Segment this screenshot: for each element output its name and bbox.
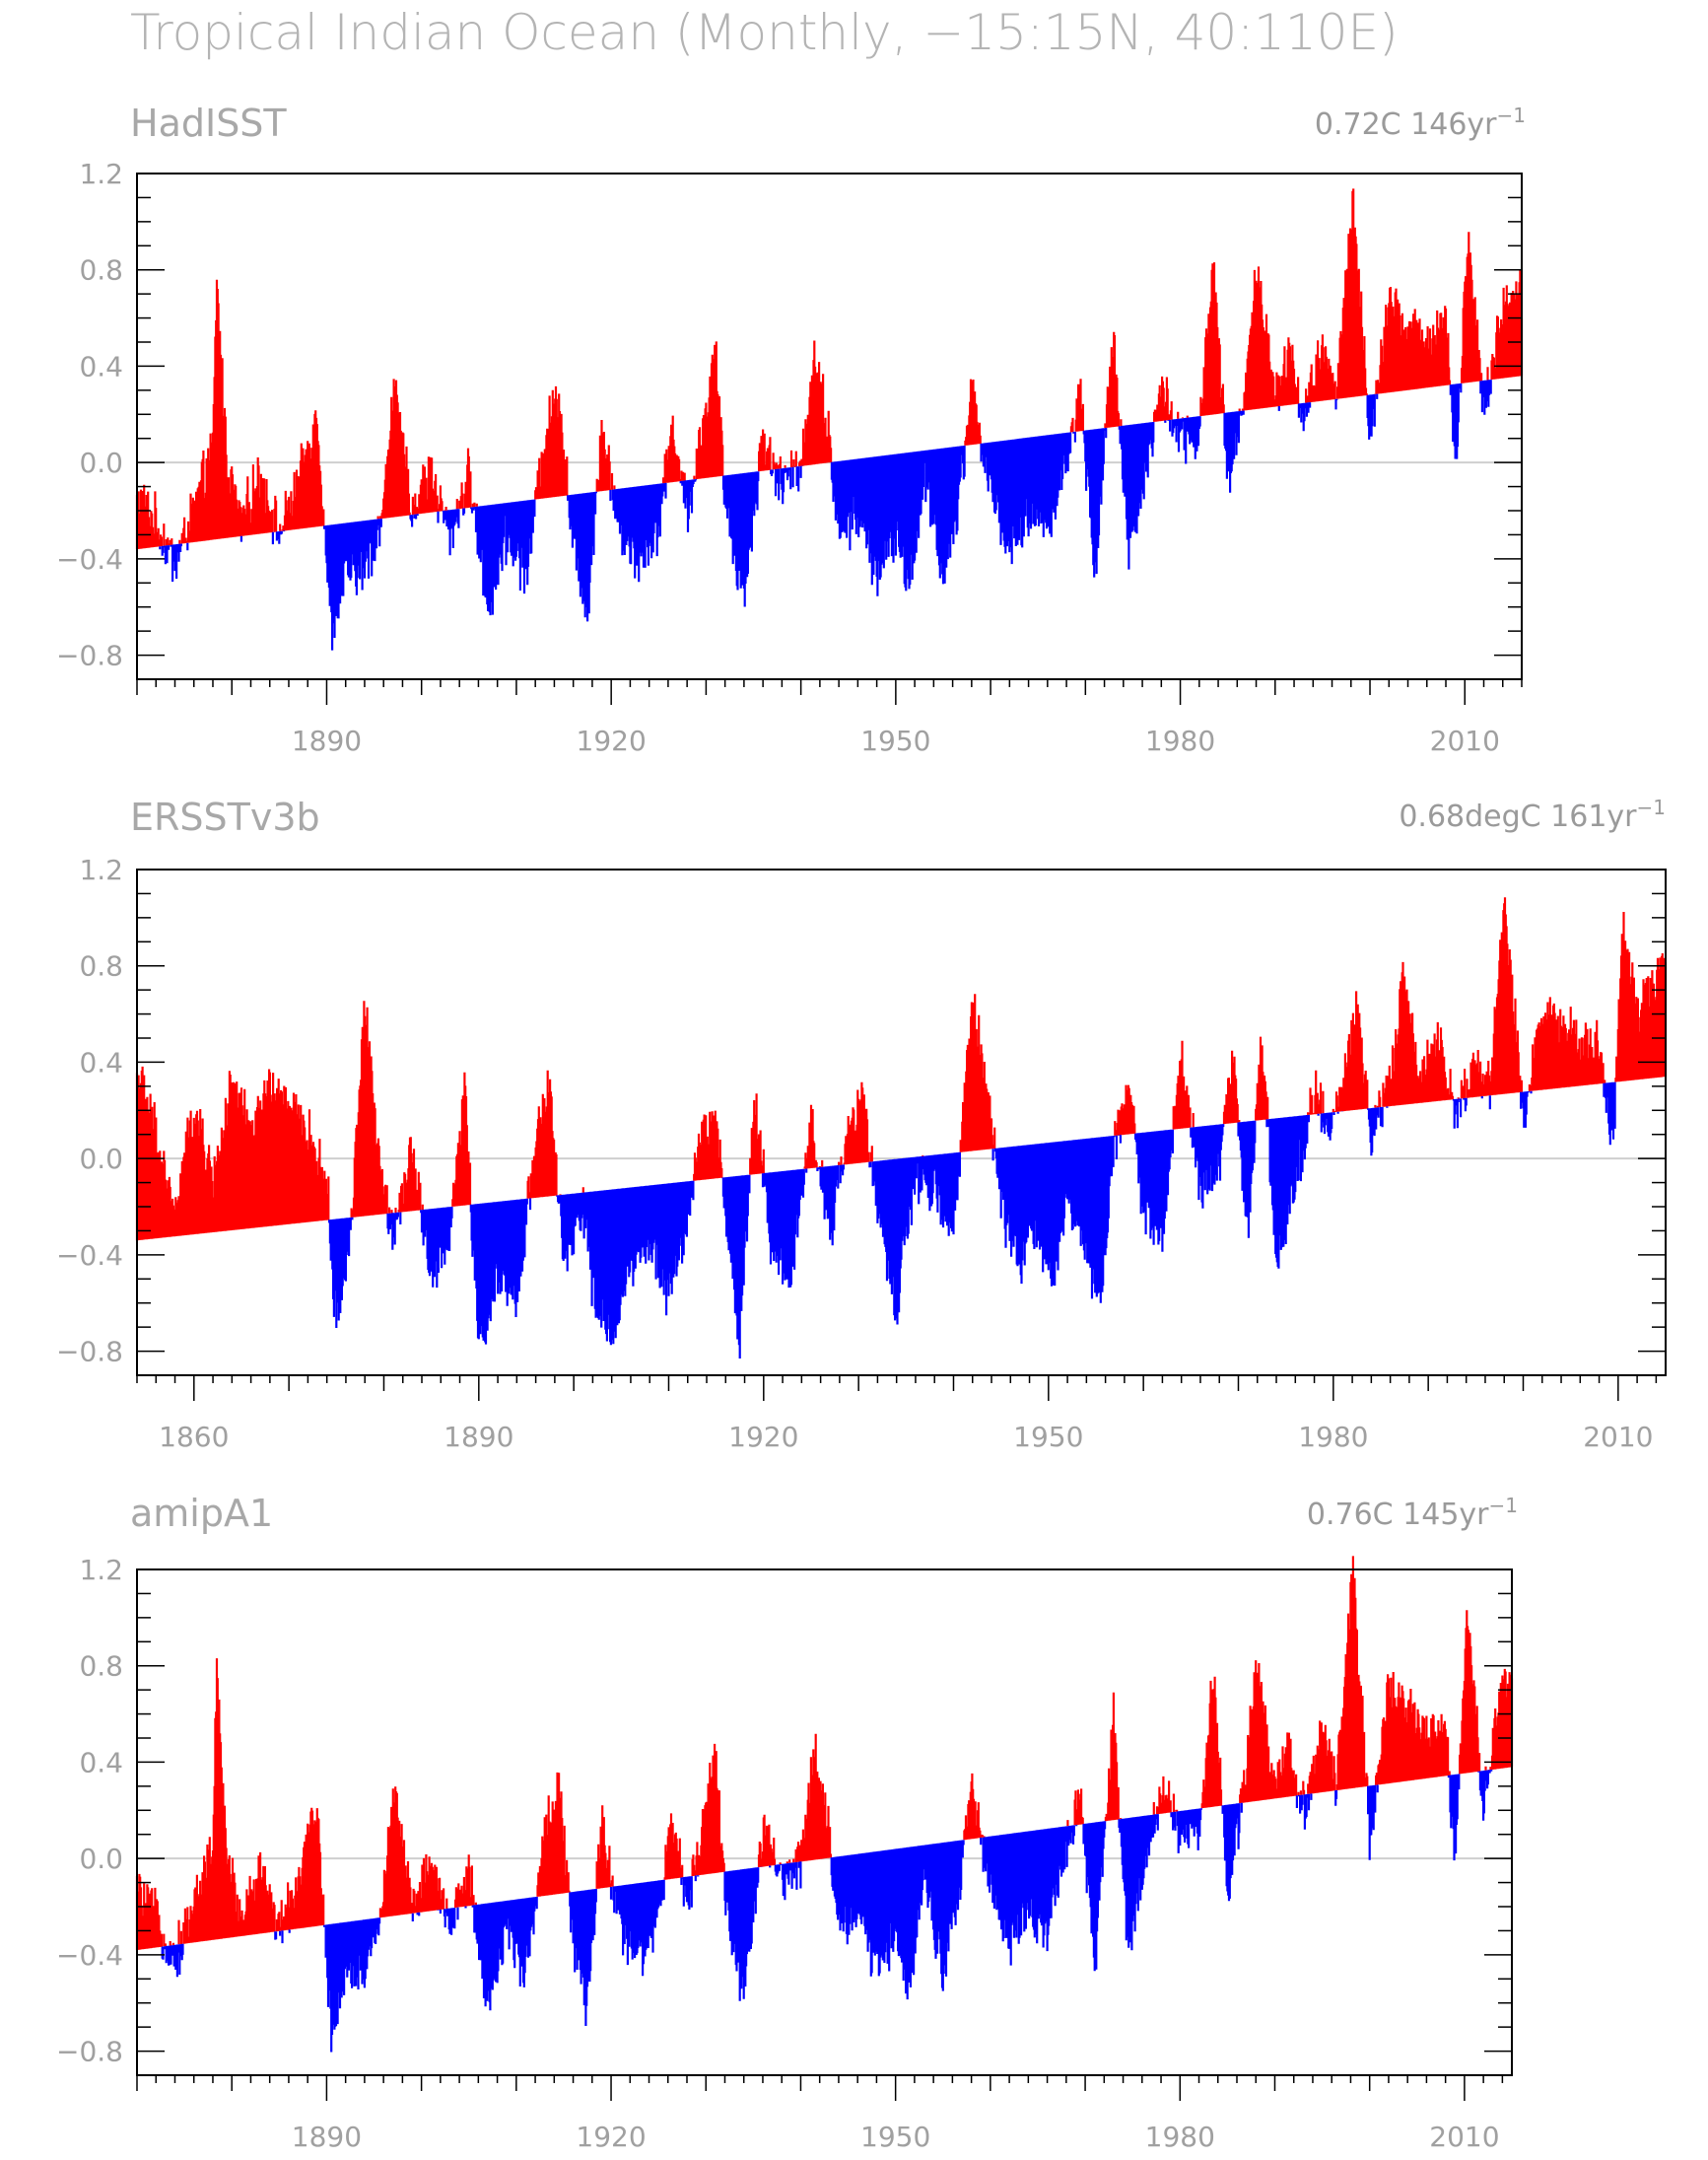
y-tick-label: 1.2 [79,1554,123,1586]
x-tick-label: 1980 [1298,1421,1368,1453]
x-tick-label: 1890 [444,1421,513,1453]
plot-frame [136,869,1667,1376]
plot-area: 1.2 0.8 0.4 0.0 −0.4 −0.8 1890 1920 1950 1980 2010 [56,158,1524,757]
panel-hadisst: HadISST 0.72C 146yr−1 1.2 0.8 0.4 0.0 −0.4 −0… [56,102,1526,757]
y-tick-label: −0.8 [56,2036,123,2068]
panel-title: amipA1 [130,1492,273,1535]
x-tick-label: 1860 [159,1421,229,1453]
x-tick-label: 2010 [1583,1421,1653,1453]
x-tick-label: 1920 [577,725,647,757]
negative-anomaly-bars [161,1770,1493,2053]
plot-area: 1.2 0.8 0.4 0.0 −0.4 −0.8 1890 1920 1950 1980 2010 [56,1554,1514,2153]
y-tick-label: 0.8 [79,950,123,983]
x-tick-label: 1980 [1145,2121,1215,2153]
y-tick-label: −0.8 [56,1336,123,1368]
y-tick-label: 0.4 [79,1746,123,1778]
y-tick-label: −0.4 [56,1939,123,1972]
x-tick-label: 2010 [1429,2121,1499,2153]
x-tick-label: 1980 [1145,725,1215,757]
trend-label: 0.68degC 161yr−1 [1399,796,1666,834]
y-tick-label: 1.2 [79,854,123,886]
plot-frame [136,173,1523,680]
panel-amipa1: amipA1 0.76C 145yr−1 1.2 0.8 0.4 0.0 −0.4 −0.… [56,1492,1518,2153]
y-tick-label: 0.0 [79,447,123,479]
y-tick-label: −0.4 [56,543,123,576]
x-tick-label: 2010 [1430,725,1500,757]
y-tick-label: −0.4 [56,1239,123,1272]
x-tick-label: 1920 [576,2121,646,2153]
positive-anomaly-bars [135,1556,1514,1950]
trend-label: 0.72C 146yr−1 [1315,104,1526,142]
x-tick-label: 1890 [292,725,362,757]
y-tick-label: 1.2 [79,158,123,190]
panel-ersstv3b: ERSSTv3b 0.68degC 161yr−1 1.2 0.8 0.4 0.0 −0… [56,796,1668,1453]
plot-frame [136,1568,1513,2076]
y-tick-label: 0.8 [79,254,123,287]
panel-title: ERSSTv3b [130,796,320,839]
figure-title: Tropical Indian Ocean (Monthly, −15:15N,… [130,4,1399,61]
x-tick-label: 1950 [1013,1421,1083,1453]
y-tick-label: 0.0 [79,1843,123,1875]
y-tick-label: 0.4 [79,350,123,383]
negative-anomaly-bars [328,1081,1616,1359]
y-tick-label: −0.8 [56,640,123,672]
y-tick-label: 0.0 [79,1143,123,1175]
x-tick-label: 1950 [860,2121,930,2153]
y-tick-label: 0.4 [79,1046,123,1079]
x-tick-label: 1890 [292,2121,362,2153]
negative-anomaly-bars [159,380,1492,651]
x-tick-label: 1950 [860,725,930,757]
positive-anomaly-bars [135,188,1524,550]
panel-title: HadISST [130,102,287,145]
x-tick-label: 1920 [728,1421,798,1453]
plot-area: 1.2 0.8 0.4 0.0 −0.4 −0.8 1860 1890 1920 1950 1980… [56,854,1668,1453]
trend-label: 0.76C 145yr−1 [1307,1494,1518,1532]
y-tick-label: 0.8 [79,1650,123,1683]
